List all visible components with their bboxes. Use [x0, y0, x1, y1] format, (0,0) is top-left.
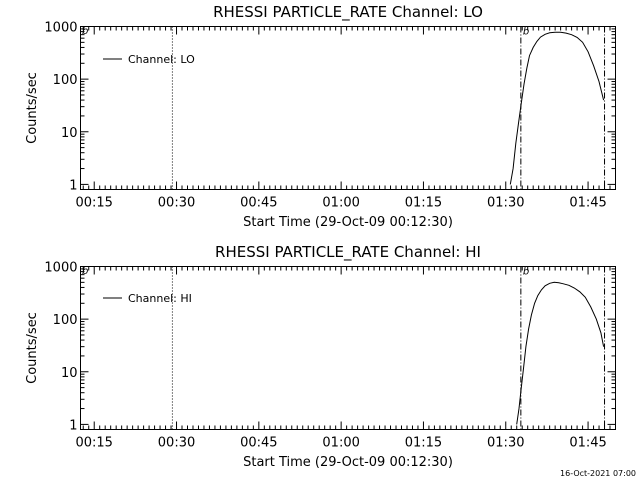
- x-tick-label: 01:45: [569, 436, 606, 451]
- x-axis-label: Start Time (29-Oct-09 00:12:30): [243, 455, 453, 470]
- y-tick-label: 1: [69, 418, 77, 433]
- x-tick-label: 00:15: [75, 436, 112, 451]
- panel-lo: RHESSI PARTICLE_RATE Channel: LO 00:15 00…: [25, 3, 616, 230]
- legend-entry-hi: Channel: HI: [128, 292, 192, 305]
- y-tick-label: 100: [53, 313, 78, 328]
- plot-frame: [80, 266, 616, 430]
- corner-label: b: [82, 26, 88, 37]
- x-tick-label: 01:15: [405, 196, 442, 211]
- x-tick-label: 01:45: [569, 196, 606, 211]
- series-line-hi: [516, 281, 605, 425]
- tick-group: 00:15 00:30 00:45 01:00 01:15 01:30 01:45 1 10 10…: [44, 21, 616, 211]
- tick-group: 00:15 00:30 00:45 01:00 01:15 01:30 01:45 1 10 10…: [44, 261, 616, 451]
- panel-hi: RHESSI PARTICLE_RATE Channel: HI 00:15 00…: [25, 243, 616, 470]
- x-tick-label: 01:00: [322, 196, 359, 211]
- x-tick-label: 01:15: [405, 436, 442, 451]
- y-tick-label: 10: [61, 126, 78, 141]
- y-tick-label: 1: [69, 178, 77, 193]
- x-tick-label: 01:00: [322, 436, 359, 451]
- chart-title: RHESSI PARTICLE_RATE Channel: LO: [213, 3, 483, 22]
- y-axis-label: Counts/sec: [25, 312, 40, 384]
- legend-entry-lo: Channel: LO: [128, 53, 195, 66]
- x-axis-label: Start Time (29-Oct-09 00:12:30): [243, 215, 453, 230]
- y-tick-label: 10: [61, 366, 78, 381]
- y-tick-label: 100: [53, 73, 78, 88]
- series-line-lo: [509, 31, 605, 185]
- x-tick-label: 00:30: [158, 436, 195, 451]
- x-tick-label: 00:30: [158, 196, 195, 211]
- marker-label: b: [523, 27, 529, 38]
- y-tick-label: 1000: [44, 21, 77, 36]
- corner-label: b: [82, 266, 88, 277]
- x-tick-label: 01:30: [487, 436, 524, 451]
- y-axis-label: Counts/sec: [25, 72, 40, 144]
- y-tick-label: 1000: [44, 261, 77, 276]
- plot-frame: [80, 26, 616, 190]
- x-tick-label: 00:45: [240, 436, 277, 451]
- x-tick-label: 00:15: [75, 196, 112, 211]
- x-tick-label: 00:45: [240, 196, 277, 211]
- marker-group: b: [171, 26, 606, 190]
- chart-title: RHESSI PARTICLE_RATE Channel: HI: [215, 243, 481, 262]
- marker-label: b: [523, 267, 529, 278]
- timestamp: 16-Oct-2021 07:00: [560, 469, 636, 478]
- marker-group: b: [171, 266, 606, 430]
- x-tick-label: 01:30: [487, 196, 524, 211]
